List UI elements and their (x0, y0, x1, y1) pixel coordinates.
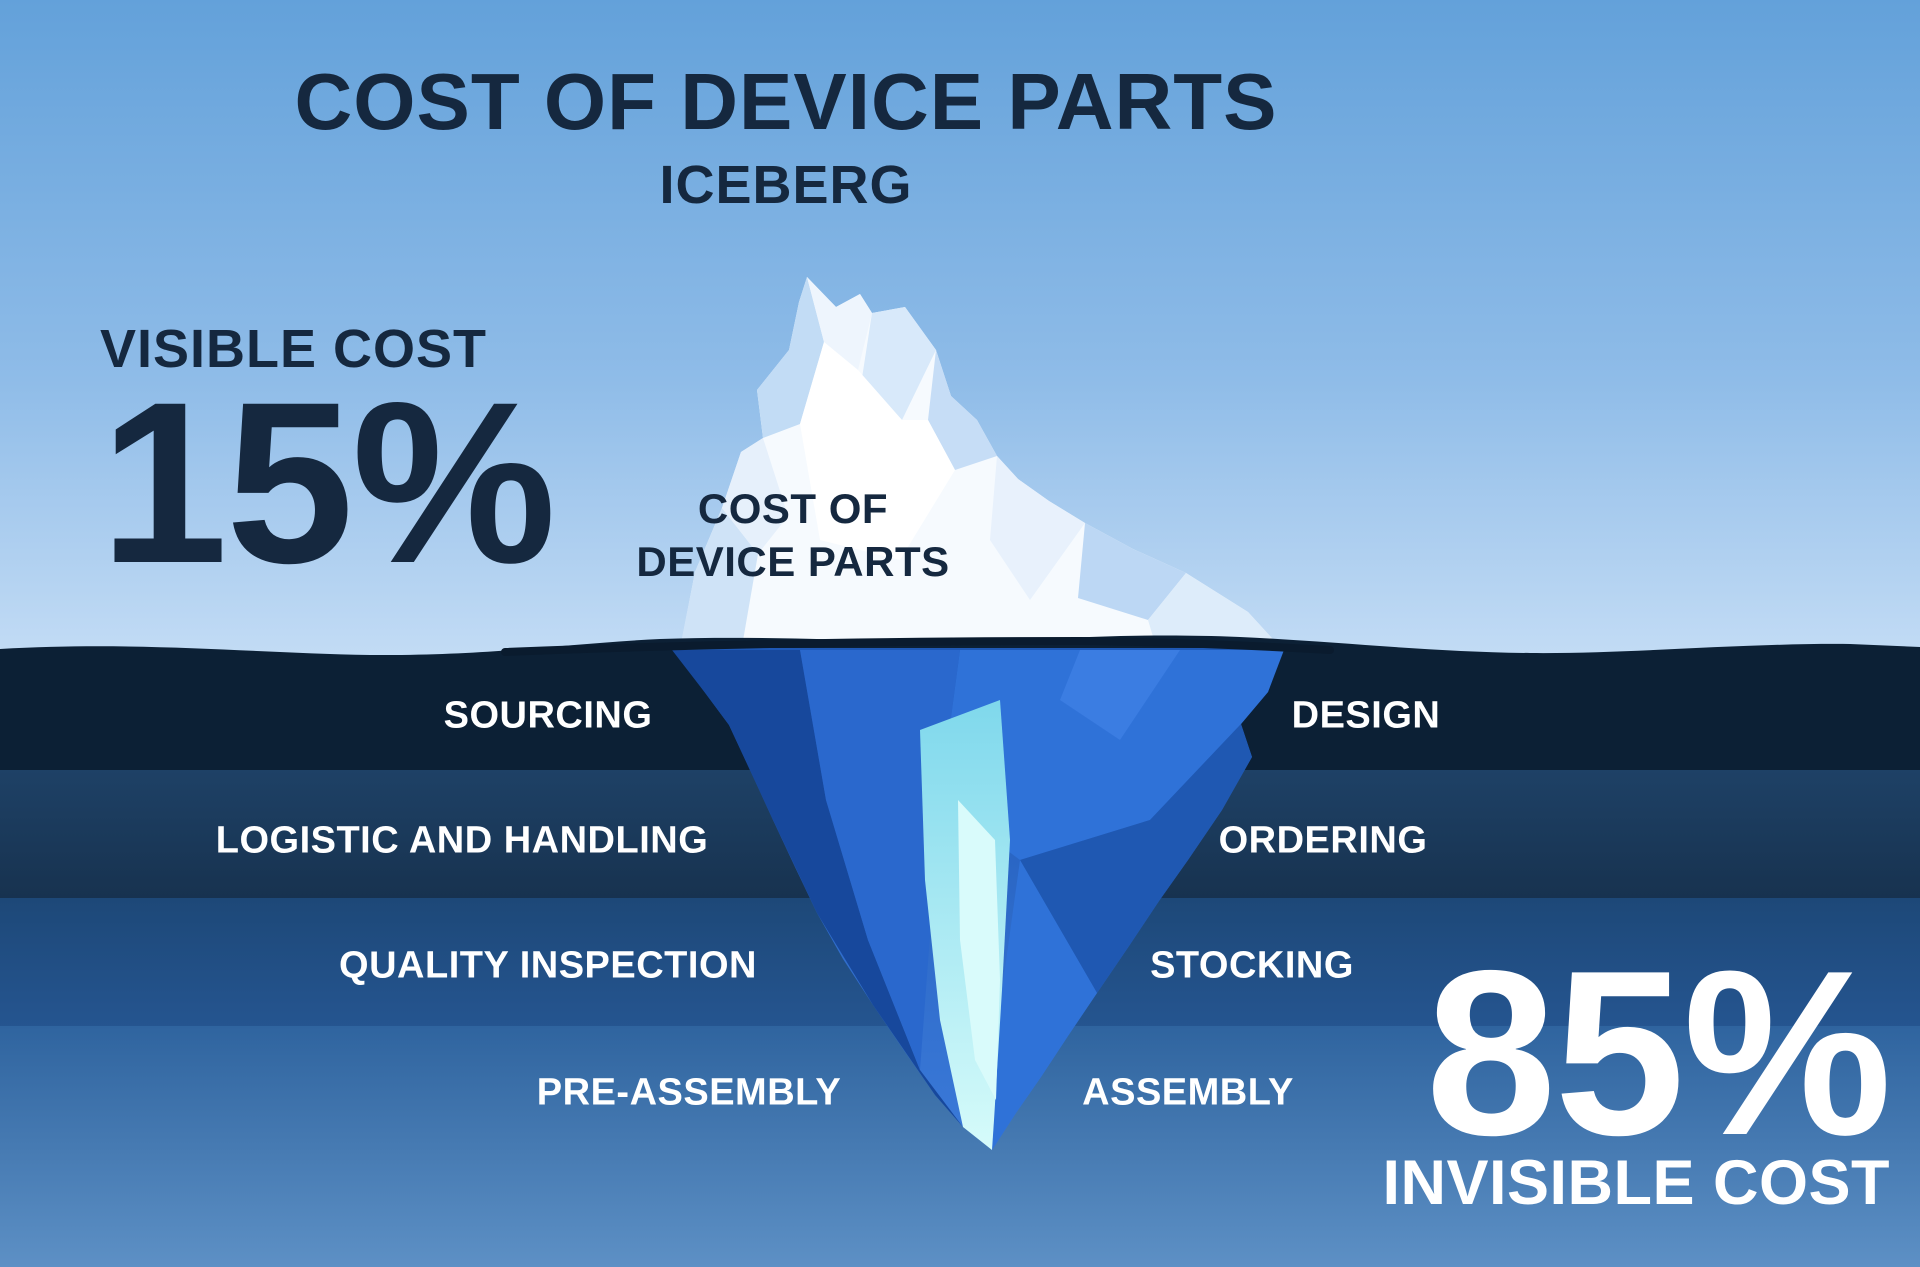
iceberg-title: COST OF DEVICE PARTS (593, 482, 993, 588)
iceberg-facet (800, 650, 960, 1070)
underwater-label-assembly: ASSEMBLY (1082, 1071, 1294, 1114)
iceberg-facet (1078, 523, 1186, 620)
iceberg-facet (672, 650, 963, 1127)
iceberg-facet (990, 456, 1085, 600)
iceberg-title-line2: DEVICE PARTS (636, 538, 950, 585)
iceberg-facet (678, 508, 758, 658)
underwater-label-design: DESIGN (1291, 694, 1441, 737)
iceberg-facet (1020, 724, 1252, 993)
visible-cost-value: 15% (100, 354, 556, 612)
iceberg-facet (862, 307, 936, 420)
iceberg-below-water (672, 648, 1284, 1150)
invisible-cost-value: 85% (1425, 921, 1892, 1184)
visible-cost-label: VISIBLE COST (100, 319, 488, 379)
underwater-label-ordering: ORDERING (1218, 819, 1428, 862)
iceberg-facet (757, 277, 824, 438)
iceberg-facet (958, 800, 1000, 1100)
underwater-label-logistic: LOGISTIC AND HANDLING (215, 819, 709, 862)
iceberg-title-line1: COST OF (697, 485, 889, 532)
iceberg-facet (928, 350, 997, 470)
iceberg-facet (722, 438, 788, 554)
iceberg-facet (807, 277, 872, 370)
page-subtitle: ICEBERG (659, 155, 913, 215)
iceberg-facet (992, 860, 1097, 1150)
waterline (501, 636, 1334, 656)
iceberg-facet (1060, 650, 1180, 740)
visible-cost-block: VISIBLE COST 15% (100, 318, 556, 612)
invisible-cost-label: INVISIBLE COST (1382, 1148, 1890, 1219)
iceberg-above-water (678, 277, 1292, 660)
page-title: COST OF DEVICE PARTS (294, 57, 1278, 146)
underwater-label-quality: QUALITY INSPECTION (339, 944, 757, 987)
invisible-cost-block: 85% INVISIBLE COST (1270, 921, 1892, 1219)
underwater-label-preassembly: PRE-ASSEMBLY (536, 1071, 842, 1114)
iceberg-facet (940, 650, 1284, 860)
iceberg-facet (800, 342, 955, 560)
underwater-label-stocking: STOCKING (1150, 944, 1354, 987)
header: COST OF DEVICE PARTS ICEBERG (0, 58, 1572, 216)
underwater-label-sourcing: SOURCING (443, 694, 653, 737)
